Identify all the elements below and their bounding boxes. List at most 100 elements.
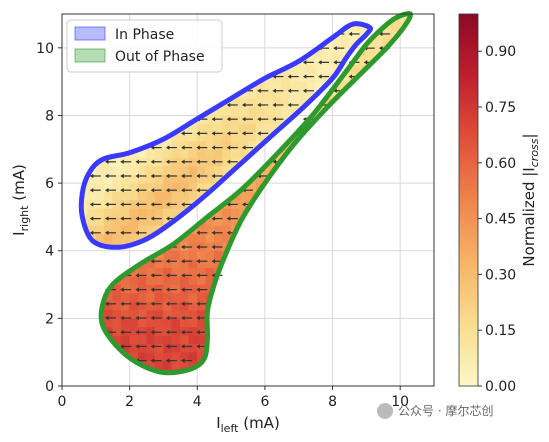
heat-cell [154, 174, 164, 184]
field-arrowhead [226, 159, 231, 164]
heat-cell [273, 98, 283, 108]
heat-cell [298, 89, 308, 99]
field-arrowhead [333, 60, 337, 65]
heat-cell [129, 208, 139, 218]
heat-cell [129, 199, 139, 209]
heat-cell [188, 360, 198, 370]
wechat-icon [377, 403, 393, 419]
heat-cell [163, 334, 173, 345]
y-tick-label: 8 [45, 108, 54, 124]
field-arrowhead [272, 102, 276, 108]
field-arrowhead [287, 74, 292, 79]
heat-cell [112, 292, 122, 302]
heat-cell [95, 225, 105, 235]
heat-cell [129, 318, 139, 328]
heat-cell [112, 326, 122, 336]
heat-cell [137, 216, 147, 226]
heat-cell [171, 267, 181, 277]
field-arrowhead [242, 145, 246, 150]
heat-cell [222, 132, 232, 142]
heat-cell [137, 233, 147, 243]
heat-cell [315, 64, 325, 74]
heat-cell [188, 301, 198, 311]
heat-cell [129, 216, 139, 226]
field-arrowhead [181, 344, 185, 349]
heat-cell [120, 334, 130, 345]
heat-cell [180, 182, 190, 192]
heat-cell [146, 301, 156, 311]
field-arrowhead [196, 244, 200, 250]
heat-cell [154, 343, 164, 353]
field-arrowhead [181, 259, 185, 264]
heat-cell [180, 165, 190, 175]
heat-cell [112, 334, 122, 345]
heat-cell [205, 115, 215, 125]
heat-cell [163, 258, 173, 268]
heat-cell [196, 334, 207, 345]
heat-cell [180, 267, 190, 277]
field-arrowhead [287, 102, 292, 108]
heat-cell [120, 225, 130, 235]
heat-cell [95, 182, 105, 192]
heat-cell [137, 165, 147, 175]
heat-cell [103, 191, 114, 201]
heat-cell [146, 334, 156, 345]
field-arrowhead [150, 173, 155, 179]
colorbar-tick-label: 0.75 [485, 100, 516, 116]
heat-cell [154, 301, 164, 311]
heat-cell [163, 360, 173, 370]
heat-cell [196, 292, 207, 302]
heat-cell [112, 309, 122, 319]
heat-cell [171, 148, 181, 159]
heat-cell [188, 343, 198, 353]
heat-cell [298, 98, 308, 108]
heat-cell [213, 233, 223, 243]
heat-cell [256, 123, 266, 133]
heat-cell [205, 132, 215, 142]
heat-cell [205, 241, 215, 252]
field-arrowhead [120, 330, 124, 335]
heat-cell [188, 123, 198, 133]
field-arrowhead [135, 273, 139, 278]
heat-cell [154, 267, 164, 277]
heat-cell [112, 241, 122, 248]
heat-cell [163, 343, 173, 353]
field-arrowhead [165, 259, 170, 264]
heat-cell [289, 106, 300, 116]
legend-label-out-of-phase: Out of Phase [115, 49, 205, 65]
heat-cell [180, 275, 190, 285]
heat-cell [180, 318, 190, 328]
field-arrowhead [226, 216, 231, 221]
field-arrowhead [165, 315, 170, 321]
heat-cell [120, 343, 130, 353]
colorbar-tick-label: 0.00 [485, 379, 516, 395]
heat-cell [213, 250, 223, 260]
legend-box [66, 19, 223, 73]
field-arrowhead [181, 202, 185, 207]
field-arrowhead [257, 88, 261, 93]
field-arrowhead [181, 273, 185, 278]
heat-cell [205, 140, 215, 150]
field-arrowhead [135, 173, 139, 179]
heat-cell [163, 165, 173, 175]
heat-cell [205, 148, 215, 159]
heat-cell [95, 174, 105, 184]
field-arrowhead [105, 159, 109, 164]
field-arrowhead [272, 116, 276, 122]
field-arrowhead [135, 330, 139, 335]
heat-cell [129, 275, 139, 285]
heat-cell [120, 182, 130, 192]
heat-cell [188, 140, 198, 150]
heat-cell [264, 89, 274, 99]
heat-cell [146, 292, 156, 302]
heat-cell [264, 106, 274, 116]
heat-cell [273, 81, 283, 91]
field-arrowhead [135, 187, 139, 193]
heat-cell [205, 275, 215, 285]
heat-cell [264, 165, 274, 175]
heat-cell [87, 191, 97, 201]
heat-cell [81, 208, 88, 218]
heat-cell [196, 174, 207, 184]
field-arrowhead [135, 301, 139, 307]
heat-cell [256, 106, 266, 116]
